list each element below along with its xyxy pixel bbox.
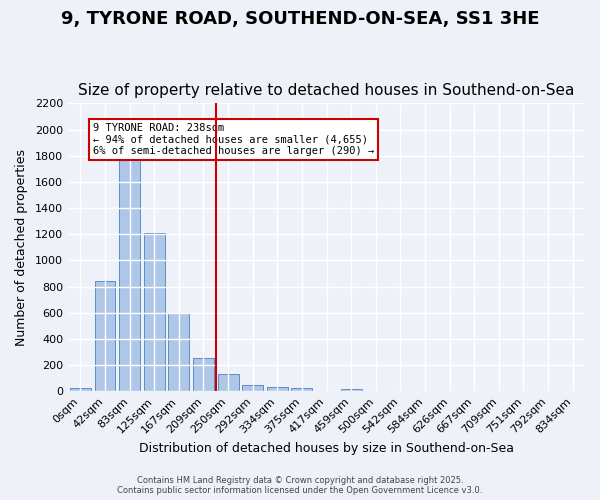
Bar bbox=[242, 386, 263, 391]
Bar bbox=[169, 314, 189, 391]
Text: 9 TYRONE ROAD: 238sqm
← 94% of detached houses are smaller (4,655)
6% of semi-de: 9 TYRONE ROAD: 238sqm ← 94% of detached … bbox=[92, 123, 374, 156]
Bar bbox=[341, 390, 362, 391]
Bar bbox=[292, 388, 313, 391]
Y-axis label: Number of detached properties: Number of detached properties bbox=[15, 149, 28, 346]
Bar bbox=[119, 154, 140, 391]
Bar bbox=[95, 280, 115, 391]
Bar bbox=[144, 233, 164, 391]
Bar bbox=[70, 388, 91, 391]
Bar bbox=[267, 388, 288, 391]
Bar bbox=[218, 374, 239, 391]
Text: Contains HM Land Registry data © Crown copyright and database right 2025.
Contai: Contains HM Land Registry data © Crown c… bbox=[118, 476, 482, 495]
Bar bbox=[193, 358, 214, 391]
X-axis label: Distribution of detached houses by size in Southend-on-Sea: Distribution of detached houses by size … bbox=[139, 442, 514, 455]
Title: Size of property relative to detached houses in Southend-on-Sea: Size of property relative to detached ho… bbox=[79, 83, 575, 98]
Text: 9, TYRONE ROAD, SOUTHEND-ON-SEA, SS1 3HE: 9, TYRONE ROAD, SOUTHEND-ON-SEA, SS1 3HE bbox=[61, 10, 539, 28]
